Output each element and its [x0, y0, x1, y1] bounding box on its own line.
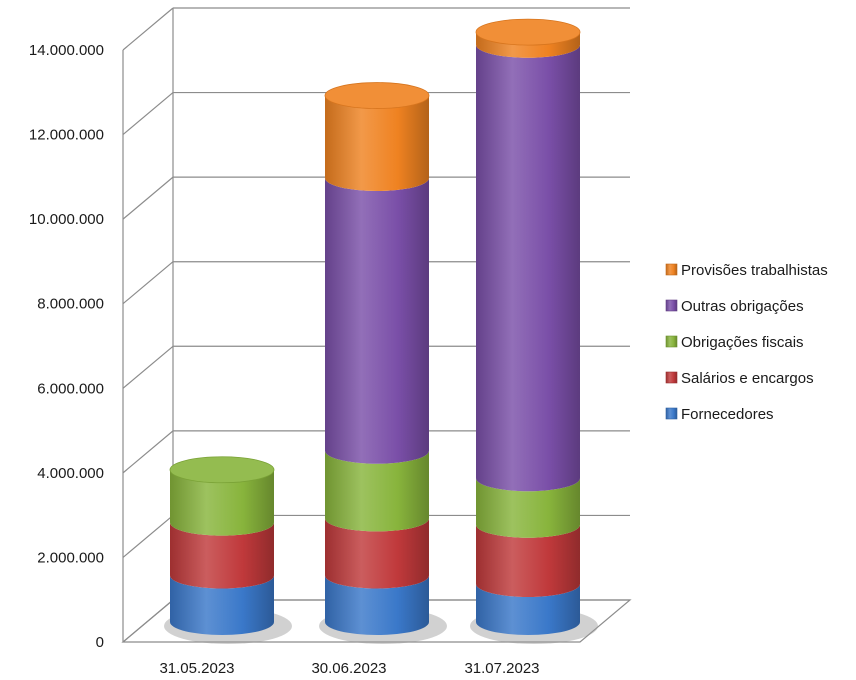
bar-segment-outras-obriga-es [476, 44, 580, 492]
bar-top-cap [169, 456, 275, 484]
bar-segment-sal-rios-e-encargos [170, 522, 274, 589]
bar-segment-fornecedores [476, 583, 580, 635]
legend-swatch [665, 299, 678, 312]
bar-top-cap [324, 82, 430, 109]
legend-swatch [665, 371, 678, 384]
y-tick-label: 4.000.000 [37, 465, 104, 482]
bar-segment-provis-es-trabalhistas [324, 82, 430, 191]
legend-label: Obrigações fiscais [681, 334, 804, 351]
bar-segment-sal-rios-e-encargos [325, 518, 429, 589]
y-tick-label: 0 [96, 634, 104, 651]
gridline-side [122, 345, 174, 389]
y-tick-label: 6.000.000 [37, 380, 104, 397]
legend-label: Fornecedores [681, 406, 774, 423]
legend-item: Provisões trabalhistas [665, 262, 828, 279]
legend-label: Provisões trabalhistas [681, 262, 828, 279]
x-tick-label: 31.05.2023 [159, 660, 234, 677]
gridline-side [122, 430, 174, 474]
gridline-side [122, 7, 174, 51]
bar-segment-obriga-es-fiscais [325, 450, 429, 532]
y-tick-label: 14.000.000 [29, 42, 104, 59]
gridline-side [122, 176, 174, 220]
bar-segment-outras-obriga-es [325, 178, 429, 464]
legend-item: Salários e encargos [665, 370, 814, 387]
y-tick-label: 12.000.000 [29, 127, 104, 144]
y-tick-label: 10.000.000 [29, 211, 104, 228]
floor-plane [121, 599, 632, 643]
bar-segment-fornecedores [325, 575, 429, 635]
bar-top-cap [475, 18, 581, 46]
x-tick-label: 31.07.2023 [464, 660, 539, 677]
y-tick-label: 8.000.000 [37, 296, 104, 313]
legend-item: Obrigações fiscais [665, 334, 804, 351]
legend-item: Outras obrigações [665, 298, 804, 315]
legend-swatch [665, 335, 678, 348]
legend-swatch [665, 407, 678, 420]
legend: Provisões trabalhistas Outras obrigações O… [665, 262, 828, 423]
bar-segment-fornecedores [170, 575, 274, 635]
gridline-side [122, 261, 174, 305]
bar-segment-obriga-es-fiscais [169, 456, 275, 536]
gridline-side [122, 92, 174, 136]
bars [169, 18, 581, 635]
y-tick-label: 2.000.000 [37, 549, 104, 566]
bar-segment-obriga-es-fiscais [476, 478, 580, 538]
legend-label: Outras obrigações [681, 298, 804, 315]
x-tick-label: 30.06.2023 [311, 660, 386, 677]
bar-segment-sal-rios-e-encargos [476, 524, 580, 597]
gridline-side [122, 514, 174, 558]
legend-item: Fornecedores [665, 406, 774, 423]
legend-swatch [665, 263, 678, 276]
x-axis-labels: 31.05.2023 30.06.2023 31.07.2023 [159, 660, 539, 677]
bar-segment-provis-es-trabalhistas [475, 18, 581, 58]
legend-label: Salários e encargos [681, 370, 814, 387]
